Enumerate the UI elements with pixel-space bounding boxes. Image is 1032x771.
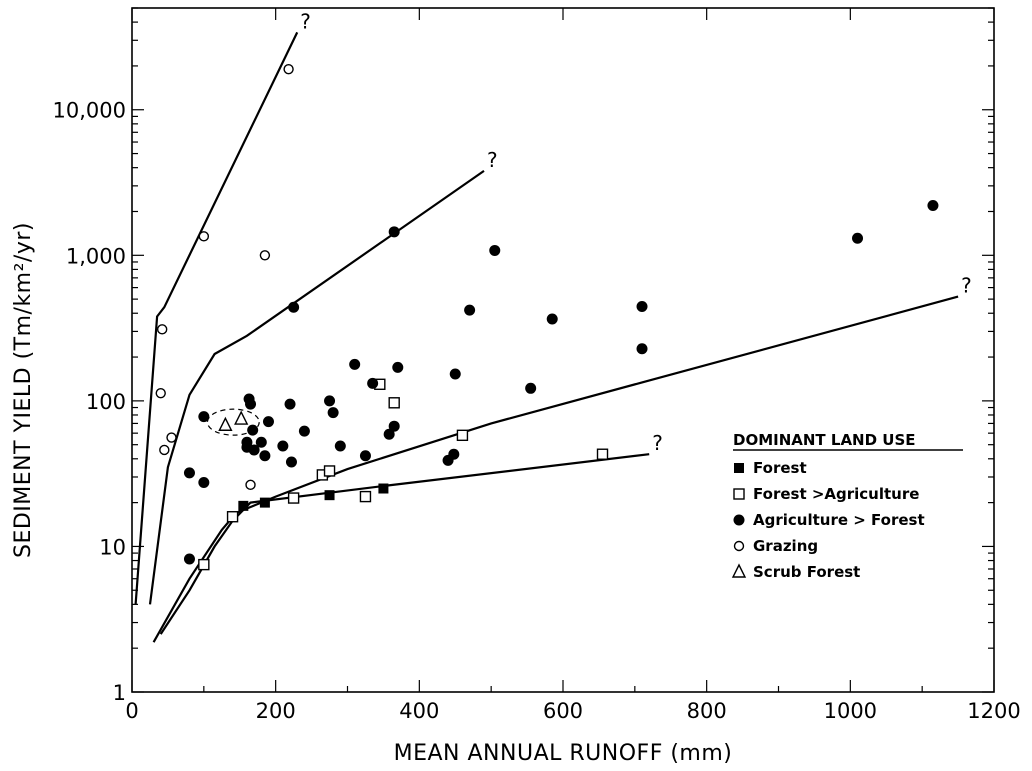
data-point <box>277 440 289 452</box>
curve-end-label: ? <box>961 274 972 298</box>
data-point <box>198 411 210 423</box>
trend-curve <box>148 169 485 605</box>
x-tick-label: 1000 <box>824 699 877 723</box>
legend-label: Grazing <box>753 537 818 555</box>
legend-marker <box>731 563 747 578</box>
data-point <box>238 500 249 511</box>
data-point <box>245 398 257 410</box>
data-point <box>156 324 168 335</box>
x-tick-label: 600 <box>543 699 583 723</box>
data-points <box>155 63 939 571</box>
scrub-forest-ellipse <box>206 408 260 436</box>
plot-frame <box>131 7 995 693</box>
legend-marker <box>733 514 745 526</box>
y-tick-label: 1,000 <box>66 244 126 268</box>
data-point <box>323 465 336 477</box>
data-point <box>183 553 195 565</box>
data-point <box>287 492 300 504</box>
data-point <box>388 226 400 238</box>
data-point <box>298 425 310 437</box>
axes: 0 200 400 600 800 1000 1200 1 10 100 1,000 10,000 <box>53 7 1021 723</box>
x-tick-label: 0 <box>125 699 138 723</box>
curve-end-label: ? <box>300 9 311 33</box>
data-point <box>349 358 361 370</box>
data-point <box>448 448 460 460</box>
x-tick-label: 1200 <box>967 699 1020 723</box>
data-point <box>259 250 271 261</box>
trend-curve <box>159 453 650 635</box>
data-point <box>383 428 395 440</box>
data-point <box>596 448 609 460</box>
data-point <box>324 490 335 501</box>
y-tick-label: 10,000 <box>53 99 126 123</box>
trend-curves: ???? <box>134 9 972 643</box>
legend-marker <box>733 540 745 552</box>
legend-marker <box>733 488 745 500</box>
legend-title: DOMINANT LAND USE <box>733 431 916 449</box>
data-point <box>456 429 469 442</box>
data-point <box>259 497 270 508</box>
data-point <box>198 476 210 488</box>
data-point <box>248 444 260 456</box>
data-point <box>546 313 558 325</box>
data-point <box>636 343 648 355</box>
data-point <box>324 395 336 407</box>
data-point <box>525 382 537 394</box>
data-point <box>218 416 233 431</box>
data-point <box>334 440 346 452</box>
data-point <box>388 420 400 432</box>
data-point <box>636 300 648 312</box>
data-point <box>388 397 400 409</box>
data-point <box>378 483 389 494</box>
data-point <box>359 450 371 462</box>
data-point <box>159 444 170 456</box>
curve-end-label: ? <box>652 431 663 455</box>
data-point <box>489 244 501 256</box>
data-point <box>183 467 195 479</box>
x-tick-label: 200 <box>256 699 296 723</box>
y-tick-label: 100 <box>86 390 126 414</box>
data-point <box>283 63 294 75</box>
legend-label: Forest >Agriculture <box>753 485 919 503</box>
data-point <box>288 301 300 313</box>
data-point <box>166 432 177 443</box>
legend-marker <box>734 463 744 473</box>
data-point <box>359 490 372 503</box>
legend-label: Scrub Forest <box>753 563 860 581</box>
annotations <box>206 408 260 436</box>
legend: DOMINANT LAND USE Forest Forest >Agricultu… <box>731 431 963 581</box>
y-axis-title: SEDIMENT YIELD (Tm/km²/yr) <box>11 222 36 558</box>
curve-end-label: ? <box>487 148 498 172</box>
data-point <box>284 398 296 410</box>
y-tick-label: 1 <box>113 681 126 705</box>
x-tick-label: 800 <box>687 699 727 723</box>
y-tick-label: 10 <box>99 535 126 559</box>
data-point <box>852 232 864 244</box>
data-point <box>245 479 256 491</box>
data-point <box>285 456 297 468</box>
data-point <box>198 558 210 571</box>
legend-label: Forest <box>753 459 807 477</box>
data-point <box>392 361 404 373</box>
x-tick-label: 400 <box>399 699 439 723</box>
data-point <box>155 387 166 399</box>
x-axis-title: MEAN ANNUAL RUNOFF (mm) <box>394 741 733 766</box>
data-point <box>449 368 461 380</box>
data-point <box>234 410 249 425</box>
legend-label: Agriculture > Forest <box>753 511 925 529</box>
data-point <box>927 199 939 211</box>
trend-curve <box>152 295 959 643</box>
data-point <box>262 416 274 428</box>
data-point <box>255 436 267 448</box>
data-point <box>464 304 476 316</box>
data-point <box>198 231 210 242</box>
data-point <box>367 377 379 389</box>
data-point <box>327 407 339 419</box>
trend-curve <box>134 31 299 605</box>
data-point <box>226 511 239 523</box>
data-point <box>259 450 271 462</box>
